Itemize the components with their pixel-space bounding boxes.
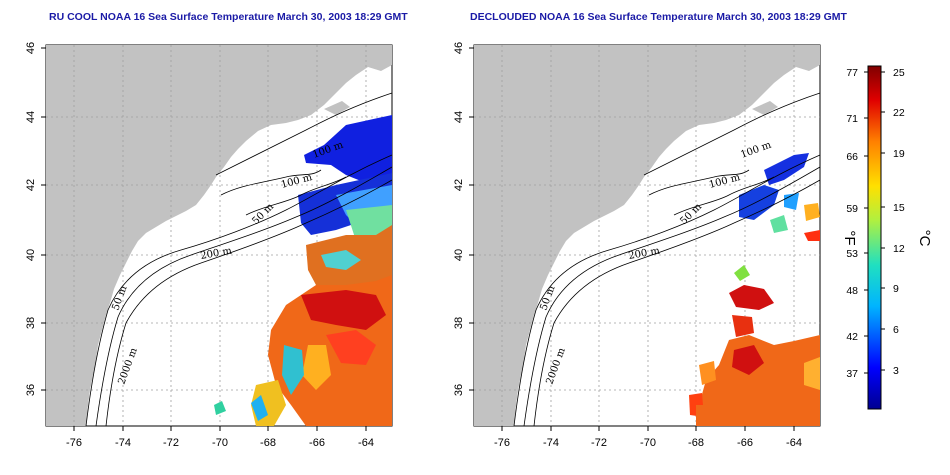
right-bathymetry-contours bbox=[513, 92, 821, 427]
lat-tick-label: 46 bbox=[453, 42, 465, 54]
lon-tick-label: -66 bbox=[737, 437, 753, 449]
colorbar: 77 71 66 59 53 48 42 37 25 22 19 15 12 9… bbox=[841, 65, 933, 410]
lat-tick-label: 46 bbox=[25, 42, 37, 54]
fahrenheit-tick-label: 71 bbox=[846, 113, 858, 125]
right-lat-axis: 36 38 40 42 44 46 bbox=[453, 42, 474, 396]
lon-tick-label: -64 bbox=[358, 437, 374, 449]
lat-tick-label: 44 bbox=[453, 111, 465, 123]
fahrenheit-tick-label: 53 bbox=[846, 248, 858, 260]
right-gridlines bbox=[474, 45, 820, 426]
right-map: 100 m 100 m 50 m 200 m 50 m 2000 m 36 38… bbox=[453, 42, 821, 449]
fahrenheit-tick-labels: 77 71 66 59 53 48 42 37 bbox=[846, 67, 858, 380]
celsius-tick-label: 6 bbox=[893, 324, 899, 336]
lon-tick-label: -74 bbox=[115, 437, 131, 449]
fahrenheit-tick-label: 77 bbox=[846, 67, 858, 79]
celsius-tick-label: 15 bbox=[893, 202, 905, 214]
lon-tick-label: -74 bbox=[543, 437, 559, 449]
fahrenheit-tick-label: 66 bbox=[846, 151, 858, 163]
fahrenheit-unit-label: °F bbox=[841, 230, 858, 245]
lon-tick-label: -72 bbox=[591, 437, 607, 449]
celsius-tick-label: 3 bbox=[893, 365, 899, 377]
lat-tick-label: 40 bbox=[453, 249, 465, 261]
lon-tick-label: -64 bbox=[786, 437, 802, 449]
celsius-tick-label: 12 bbox=[893, 243, 905, 255]
fahrenheit-tick-label: 59 bbox=[846, 203, 858, 215]
lon-tick-label: -66 bbox=[309, 437, 325, 449]
celsius-tick-label: 19 bbox=[893, 148, 905, 160]
celsius-tick-labels: 25 22 19 15 12 9 6 3 bbox=[893, 67, 905, 377]
right-lon-axis: -76 -74 -72 -70 -68 -66 -64 bbox=[494, 426, 802, 449]
fahrenheit-tick-label: 37 bbox=[846, 368, 858, 380]
left-bathymetry-contours bbox=[85, 92, 393, 427]
left-map-title: RU COOL NOAA 16 Sea Surface Temperature … bbox=[49, 11, 408, 23]
lon-tick-label: -68 bbox=[688, 437, 704, 449]
left-lat-axis: 36 38 40 42 44 46 bbox=[25, 42, 46, 396]
left-lon-axis: -76 -74 -72 -70 -68 -66 -64 bbox=[66, 426, 374, 449]
lat-tick-label: 42 bbox=[453, 179, 465, 191]
celsius-tick-label: 25 bbox=[893, 67, 905, 79]
lat-tick-label: 38 bbox=[453, 317, 465, 329]
lat-tick-label: 36 bbox=[25, 384, 37, 396]
celsius-tick-label: 22 bbox=[893, 107, 905, 119]
fahrenheit-ticks bbox=[864, 71, 868, 374]
lon-tick-label: -72 bbox=[163, 437, 179, 449]
fahrenheit-tick-label: 42 bbox=[846, 331, 858, 343]
celsius-tick-label: 9 bbox=[893, 283, 899, 295]
right-sst-patches bbox=[689, 153, 820, 426]
fahrenheit-tick-label: 48 bbox=[846, 285, 858, 297]
lon-tick-label: -76 bbox=[494, 437, 510, 449]
celsius-unit-label: °C bbox=[916, 230, 933, 247]
lat-tick-label: 36 bbox=[453, 384, 465, 396]
lat-tick-label: 44 bbox=[25, 111, 37, 123]
lat-tick-label: 38 bbox=[25, 317, 37, 329]
lat-tick-label: 40 bbox=[25, 249, 37, 261]
lon-tick-label: -68 bbox=[260, 437, 276, 449]
lat-tick-label: 42 bbox=[25, 179, 37, 191]
colorbar-gradient bbox=[867, 65, 882, 410]
celsius-ticks bbox=[881, 71, 885, 371]
lon-tick-label: -70 bbox=[640, 437, 656, 449]
left-map: 100 m 100 m 50 m 200 m 50 m 2000 m 36 38… bbox=[25, 42, 393, 449]
lon-tick-label: -76 bbox=[66, 437, 82, 449]
lon-tick-label: -70 bbox=[212, 437, 228, 449]
right-map-title: DECLOUDED NOAA 16 Sea Surface Temperatur… bbox=[470, 11, 847, 23]
left-sst-patches bbox=[214, 115, 392, 426]
